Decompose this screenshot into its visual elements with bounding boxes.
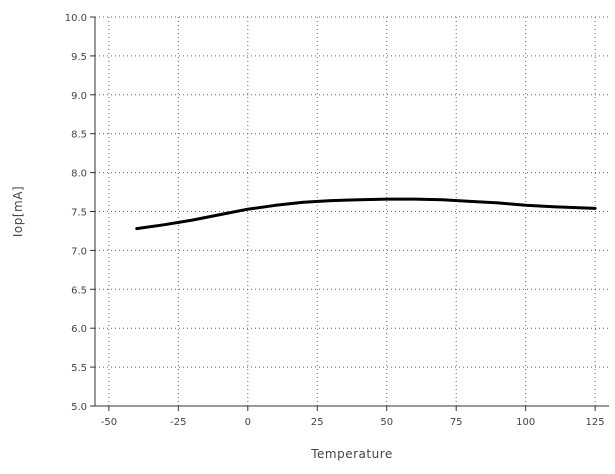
y-tick-label: 5.0 [71, 402, 87, 413]
axes-layer [90, 16, 609, 411]
y-tick-label: 10.0 [65, 13, 87, 24]
y-tick-label: 7.0 [71, 246, 87, 257]
x-tick-label: 25 [311, 417, 324, 428]
x-tick-label: 125 [586, 417, 605, 428]
x-tick-label: -25 [170, 417, 186, 428]
series-layer [135, 197, 597, 231]
y-tick-label: 7.5 [71, 208, 87, 219]
label-layer: Temperature Iop[mA] -50 -25 0 25 50 75 100 125 5… [11, 13, 605, 461]
x-axis-title: Temperature [310, 447, 393, 461]
y-tick-label: 9.0 [71, 91, 87, 102]
x-tick-label: -50 [101, 417, 117, 428]
series-line [135, 197, 597, 231]
x-tick-label: 50 [380, 417, 393, 428]
y-tick-label: 6.0 [71, 324, 87, 335]
y-tick-label: 6.5 [71, 285, 87, 296]
y-axis-title: Iop[mA] [11, 186, 25, 237]
y-tick-label: 9.5 [71, 52, 87, 63]
x-tick-label: 75 [450, 417, 463, 428]
x-tick-label: 0 [245, 417, 251, 428]
grid-layer [95, 16, 609, 406]
y-tick-label: 8.0 [71, 169, 87, 180]
x-tick-label: 100 [516, 417, 535, 428]
y-tick-label: 8.5 [71, 130, 87, 141]
y-tick-label: 5.5 [71, 363, 87, 374]
